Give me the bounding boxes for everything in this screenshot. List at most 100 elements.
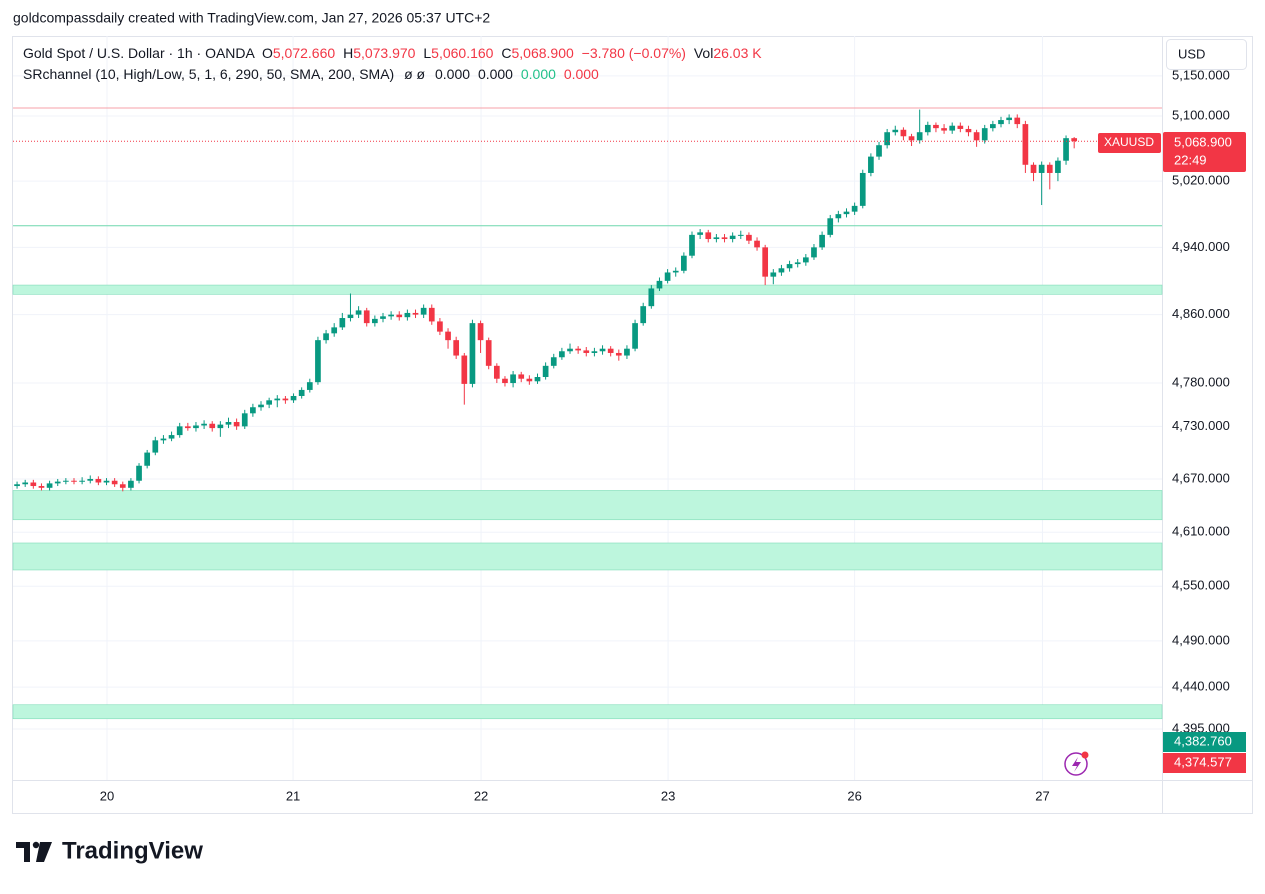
candle-body [599, 348, 606, 352]
candle-body [713, 237, 720, 240]
candle-body [957, 125, 964, 129]
sr-zone [12, 704, 1163, 720]
candle-body [453, 340, 460, 356]
sr-zone [12, 542, 1163, 571]
l: 5,060.160 [431, 45, 493, 61]
candle-body [420, 307, 427, 315]
candle-body [217, 424, 224, 429]
c: 5,068.900 [511, 45, 573, 61]
candle-body [868, 156, 874, 173]
green-tag-bg [1163, 732, 1246, 752]
logo: TradingView [62, 837, 203, 864]
candle-body [575, 348, 581, 351]
candle-body [258, 404, 264, 408]
candle-body [209, 423, 216, 429]
alert-bolt [1072, 757, 1081, 772]
candle-body [884, 132, 890, 146]
candle-body [924, 124, 931, 133]
candle-body [624, 348, 630, 356]
candle-body [477, 323, 484, 341]
candle-body [981, 128, 988, 141]
candle-body [583, 350, 590, 353]
candle-body [786, 264, 793, 269]
candle-body [193, 425, 199, 429]
candle-body [640, 306, 647, 324]
candle-body [461, 355, 468, 384]
candle-body [363, 310, 370, 324]
alert-dot [1081, 751, 1089, 759]
change: −3.780 (−0.07%) [582, 45, 686, 61]
red-tag-bg [1163, 753, 1246, 773]
candle-body [241, 413, 248, 427]
candle-body [794, 262, 801, 265]
candle-body [681, 255, 687, 271]
candle-body [542, 365, 549, 378]
indicator: SRchannel (10, High/Low, 5, 1, 6, 290, 5… [23, 66, 394, 82]
candle-body [103, 480, 110, 483]
y-tick-label: 4,940.000 [1172, 239, 1230, 254]
candle-body [412, 312, 419, 315]
x-tick-label: 22 [474, 788, 488, 803]
candle-body [1014, 117, 1021, 125]
y-tick-label: 5,020.000 [1172, 173, 1230, 188]
candle-body [63, 480, 69, 482]
y-tick-label: 4,730.000 [1172, 418, 1230, 433]
candle-body [339, 318, 346, 328]
currency[interactable]: USD [1178, 46, 1205, 61]
candle-body [380, 316, 386, 319]
candle-body [38, 486, 45, 488]
candle-body [550, 357, 557, 366]
candle-body [518, 374, 525, 379]
candle-body [559, 351, 565, 358]
red-tag: 4,374.577 [1174, 754, 1232, 769]
candle-body [526, 378, 533, 382]
h: 5,073.970 [353, 45, 415, 61]
candle-body [14, 484, 20, 487]
h-label: H [343, 45, 353, 61]
candle-body [876, 145, 882, 157]
candle-body [1030, 164, 1037, 173]
candle-body [827, 218, 834, 235]
symbol: Gold Spot / U.S. Dollar · 1h · OANDA [23, 45, 256, 61]
candle-body [428, 307, 435, 322]
candle-body [87, 478, 94, 481]
candle-body [315, 340, 321, 383]
candle-body [201, 423, 207, 426]
sr-zone [12, 490, 1163, 521]
candle-body [737, 234, 744, 236]
candle-body [388, 314, 394, 317]
candle-body [1006, 117, 1012, 121]
currency-button[interactable] [1166, 39, 1247, 70]
candle-body [705, 232, 712, 240]
candle-body [998, 120, 1004, 125]
candle-body [184, 426, 191, 429]
candle-body [534, 377, 541, 382]
x-tick-label: 27 [1035, 788, 1049, 803]
countdown: 22:49 [1174, 152, 1207, 167]
ind-value: 0.000 [435, 66, 470, 82]
candle-body [965, 128, 972, 133]
frame [12, 36, 1253, 814]
y-tick-label: 4,670.000 [1172, 470, 1230, 485]
vol-label: Vol [694, 45, 713, 61]
y-tick-label: 4,610.000 [1172, 524, 1230, 539]
price-tag: 5,068.900 [1174, 134, 1232, 149]
candle-body [615, 352, 622, 356]
candle-body [607, 348, 614, 353]
candle-body [404, 312, 411, 318]
candle-body [136, 465, 142, 481]
candle-body [746, 234, 752, 241]
candle-body [933, 124, 939, 129]
y-tick-label: 4,780.000 [1172, 374, 1230, 389]
y-tick-label: 4,490.000 [1172, 632, 1230, 647]
candle-body [502, 378, 508, 384]
candle-body [567, 348, 573, 352]
candle-body [770, 272, 777, 277]
candle-body [22, 482, 29, 485]
candle-body [306, 382, 313, 390]
credit: goldcompassdaily created with TradingVie… [13, 10, 490, 26]
indicator-legend: SRchannel (10, High/Low, 5, 1, 6, 290, 5… [23, 66, 599, 82]
candle-body [396, 314, 403, 318]
candle-body [111, 480, 118, 485]
